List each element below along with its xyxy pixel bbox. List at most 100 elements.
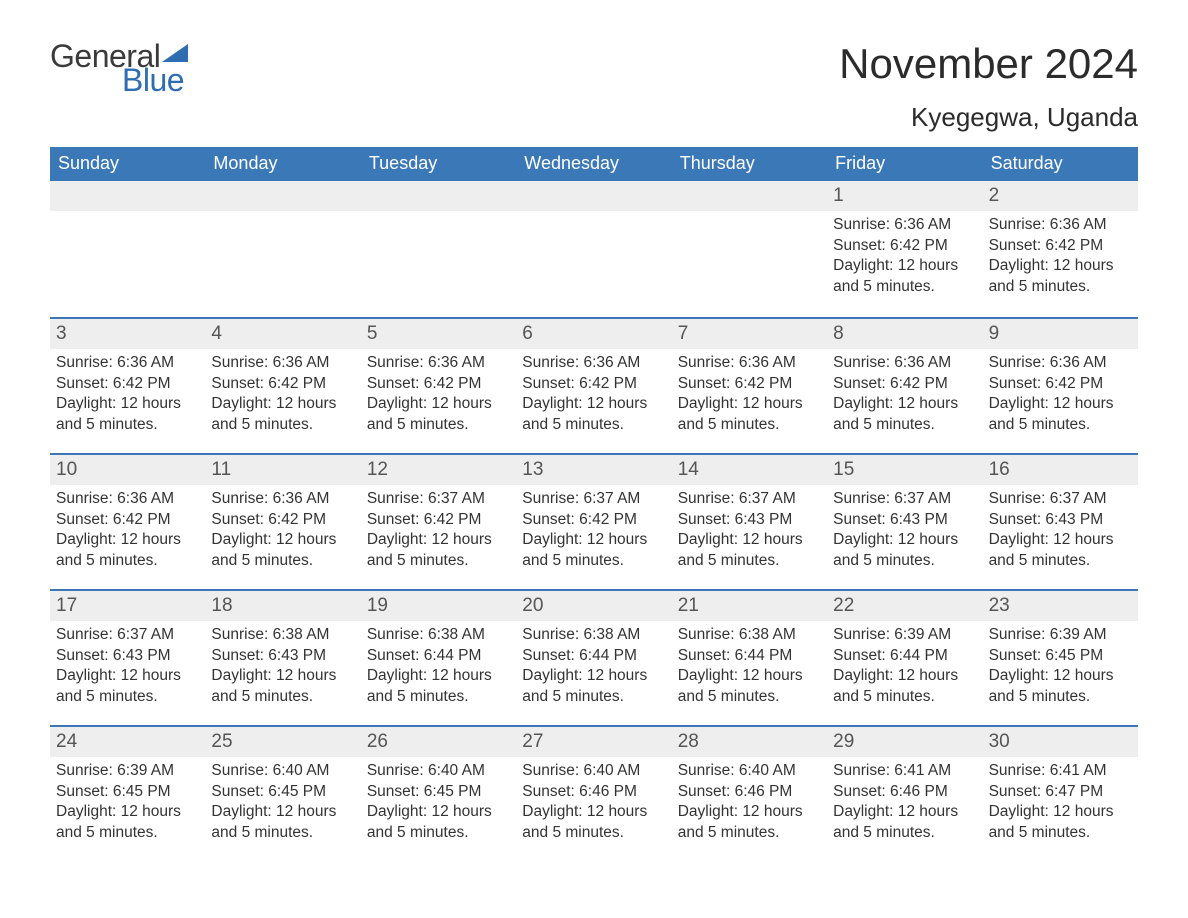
daylight-line-2: and 5 minutes. <box>367 415 510 436</box>
daylight-line-2: and 5 minutes. <box>211 551 354 572</box>
daylight-line-1: Daylight: 12 hours <box>833 530 976 551</box>
sunrise-line: Sunrise: 6:36 AM <box>56 353 199 374</box>
day-number <box>50 181 205 211</box>
daylight-line-2: and 5 minutes. <box>833 687 976 708</box>
daylight-line-1: Daylight: 12 hours <box>367 666 510 687</box>
sunrise-line: Sunrise: 6:36 AM <box>522 353 665 374</box>
month-title: November 2024 <box>839 40 1138 88</box>
calendar-day: 17Sunrise: 6:37 AMSunset: 6:43 PMDayligh… <box>50 589 205 721</box>
daylight-line-2: and 5 minutes. <box>989 277 1132 298</box>
calendar-week: 10Sunrise: 6:36 AMSunset: 6:42 PMDayligh… <box>50 453 1138 585</box>
sunrise-line: Sunrise: 6:39 AM <box>833 625 976 646</box>
daylight-line-1: Daylight: 12 hours <box>522 530 665 551</box>
daylight-line-1: Daylight: 12 hours <box>833 802 976 823</box>
daylight-line-1: Daylight: 12 hours <box>367 802 510 823</box>
calendar-day: 1Sunrise: 6:36 AMSunset: 6:42 PMDaylight… <box>827 181 982 313</box>
daylight-line-1: Daylight: 12 hours <box>522 394 665 415</box>
daylight-line-2: and 5 minutes. <box>522 823 665 844</box>
day-number: 23 <box>983 589 1138 621</box>
sunset-line: Sunset: 6:44 PM <box>522 646 665 667</box>
sunset-line: Sunset: 6:42 PM <box>522 510 665 531</box>
daylight-line-2: and 5 minutes. <box>989 551 1132 572</box>
calendar-day: 12Sunrise: 6:37 AMSunset: 6:42 PMDayligh… <box>361 453 516 585</box>
day-number: 6 <box>516 317 671 349</box>
day-number <box>361 181 516 211</box>
daylight-line-1: Daylight: 12 hours <box>833 666 976 687</box>
calendar-day: 19 Sunrise: 6:38 AMSunset: 6:44 PMDayligh… <box>361 589 516 721</box>
calendar-day: 2Sunrise: 6:36 AMSunset: 6:42 PMDaylight… <box>983 181 1138 313</box>
calendar-day: 3Sunrise: 6:36 AMSunset: 6:42 PMDaylight… <box>50 317 205 449</box>
sunrise-line: Sunrise: 6:36 AM <box>211 489 354 510</box>
calendar-day: 15Sunrise: 6:37 AMSunset: 6:43 PMDayligh… <box>827 453 982 585</box>
calendar-day: 27Sunrise: 6:40 AMSunset: 6:46 PMDayligh… <box>516 725 671 857</box>
weeks-container: 1Sunrise: 6:36 AMSunset: 6:42 PMDaylight… <box>50 181 1138 857</box>
sunrise-line: Sunrise: 6:40 AM <box>211 761 354 782</box>
sunrise-line: Sunrise: 6:37 AM <box>522 489 665 510</box>
calendar-day: 4Sunrise: 6:36 AMSunset: 6:42 PMDaylight… <box>205 317 360 449</box>
day-number: 28 <box>672 725 827 757</box>
sunrise-line: Sunrise: 6:41 AM <box>833 761 976 782</box>
day-number: 2 <box>983 181 1138 211</box>
daylight-line-1: Daylight: 12 hours <box>678 530 821 551</box>
dow-saturday: Saturday <box>983 147 1138 181</box>
day-number: 5 <box>361 317 516 349</box>
sunrise-line: Sunrise: 6:36 AM <box>989 353 1132 374</box>
sunset-line: Sunset: 6:43 PM <box>989 510 1132 531</box>
daylight-line-2: and 5 minutes. <box>989 823 1132 844</box>
day-number: 16 <box>983 453 1138 485</box>
daylight-line-2: and 5 minutes. <box>989 415 1132 436</box>
logo-text-blue: Blue <box>122 64 188 96</box>
daylight-line-2: and 5 minutes. <box>522 687 665 708</box>
daylight-line-2: and 5 minutes. <box>56 823 199 844</box>
calendar-day-empty <box>205 181 360 313</box>
day-number: 14 <box>672 453 827 485</box>
sunset-line: Sunset: 6:44 PM <box>833 646 976 667</box>
calendar-day: 10Sunrise: 6:36 AMSunset: 6:42 PMDayligh… <box>50 453 205 585</box>
sunrise-line: Sunrise: 6:36 AM <box>833 353 976 374</box>
daylight-line-2: and 5 minutes. <box>56 415 199 436</box>
calendar-day-empty <box>361 181 516 313</box>
sunset-line: Sunset: 6:45 PM <box>989 646 1132 667</box>
sunset-line: Sunset: 6:47 PM <box>989 782 1132 803</box>
daylight-line-1: Daylight: 12 hours <box>678 394 821 415</box>
day-number <box>205 181 360 211</box>
daylight-line-1: Daylight: 12 hours <box>211 802 354 823</box>
calendar-day: 5Sunrise: 6:36 AMSunset: 6:42 PMDaylight… <box>361 317 516 449</box>
sunrise-line: Sunrise: 6:38 AM <box>522 625 665 646</box>
sunset-line: Sunset: 6:43 PM <box>833 510 976 531</box>
daylight-line-2: and 5 minutes. <box>367 823 510 844</box>
calendar-day: 8Sunrise: 6:36 AMSunset: 6:42 PMDaylight… <box>827 317 982 449</box>
calendar-day: 28Sunrise: 6:40 AMSunset: 6:46 PMDayligh… <box>672 725 827 857</box>
sunset-line: Sunset: 6:42 PM <box>367 510 510 531</box>
sunrise-line: Sunrise: 6:36 AM <box>833 215 976 236</box>
day-number: 18 <box>205 589 360 621</box>
calendar-day: 7Sunrise: 6:36 AMSunset: 6:42 PMDaylight… <box>672 317 827 449</box>
day-number: 26 <box>361 725 516 757</box>
sunrise-line: Sunrise: 6:37 AM <box>833 489 976 510</box>
daylight-line-1: Daylight: 12 hours <box>989 256 1132 277</box>
sunset-line: Sunset: 6:46 PM <box>522 782 665 803</box>
sunset-line: Sunset: 6:45 PM <box>211 782 354 803</box>
sunset-line: Sunset: 6:44 PM <box>367 646 510 667</box>
day-number <box>516 181 671 211</box>
sunset-line: Sunset: 6:42 PM <box>678 374 821 395</box>
sunrise-line: Sunrise: 6:38 AM <box>367 625 510 646</box>
day-number: 4 <box>205 317 360 349</box>
sunrise-line: Sunrise: 6:36 AM <box>56 489 199 510</box>
daylight-line-2: and 5 minutes. <box>56 687 199 708</box>
daylight-line-1: Daylight: 12 hours <box>989 394 1132 415</box>
dow-thursday: Thursday <box>672 147 827 181</box>
daylight-line-1: Daylight: 12 hours <box>367 394 510 415</box>
sunset-line: Sunset: 6:44 PM <box>678 646 821 667</box>
day-number: 3 <box>50 317 205 349</box>
sunrise-line: Sunrise: 6:38 AM <box>678 625 821 646</box>
sunrise-line: Sunrise: 6:40 AM <box>522 761 665 782</box>
daylight-line-2: and 5 minutes. <box>833 415 976 436</box>
daylight-line-2: and 5 minutes. <box>833 551 976 572</box>
daylight-line-2: and 5 minutes. <box>522 415 665 436</box>
sunrise-line: Sunrise: 6:36 AM <box>367 353 510 374</box>
daylight-line-1: Daylight: 12 hours <box>989 666 1132 687</box>
sunrise-line: Sunrise: 6:36 AM <box>678 353 821 374</box>
day-number: 29 <box>827 725 982 757</box>
day-number: 19 <box>361 589 516 621</box>
